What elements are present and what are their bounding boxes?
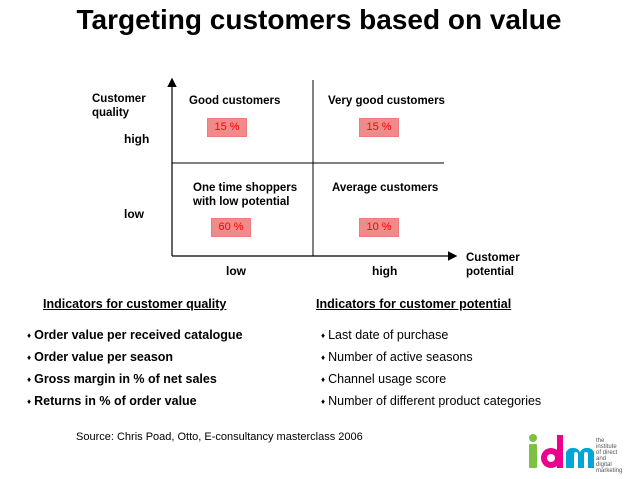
diamond-bullet-icon: ♦: [27, 375, 32, 384]
x-tick-high: high: [372, 264, 398, 278]
quadrant-good-customers: Good customers: [189, 95, 281, 107]
diamond-bullet-icon: ♦: [321, 331, 326, 340]
source-citation: Source: Chris Poad, Otto, E-consultancy …: [76, 431, 363, 443]
idm-logo-tagline: the institute of direct and digital mark…: [596, 438, 623, 474]
potential-indicator-item: ♦ Last date of purchase: [321, 328, 449, 342]
potential-indicator-item: ♦ Number of active seasons: [321, 350, 473, 364]
quadrant-very-good-customers: Very good customers: [328, 95, 445, 107]
quadrant-average-customers: Average customers: [332, 182, 439, 194]
diamond-bullet-icon: ♦: [321, 353, 326, 362]
page-title: Targeting customers based on value: [76, 4, 562, 35]
quadrant-average-customers-pct: 10 %: [359, 218, 399, 237]
quality-indicator-item: ♦ Order value per season: [27, 350, 174, 364]
y-tick-low: low: [124, 207, 144, 221]
diamond-bullet-icon: ♦: [27, 353, 32, 362]
quadrant-one-time-shoppers: One time shoppers with low potential: [193, 182, 298, 208]
diamond-bullet-icon: ♦: [27, 397, 32, 406]
quality-indicators-heading: Indicators for customer quality: [43, 297, 227, 311]
y-tick-high: high: [124, 132, 150, 146]
idm-logo: the institute of direct and digital mark…: [526, 432, 622, 477]
x-tick-low: low: [226, 264, 246, 278]
quality-indicator-item: ♦ Order value per received catalogue: [27, 328, 243, 342]
x-axis-label: Customer potential: [466, 252, 520, 278]
diamond-bullet-icon: ♦: [321, 397, 326, 406]
potential-indicators-heading: Indicators for customer potential: [316, 297, 512, 311]
potential-indicator-item: ♦ Number of different product categories: [321, 394, 542, 408]
quadrant-very-good-customers-pct: 15 %: [359, 118, 399, 137]
potential-indicators-list: ♦ Last date of purchase ♦ Number of active…: [321, 327, 541, 415]
quadrant-one-time-shoppers-pct: 60 %: [211, 218, 251, 237]
diamond-bullet-icon: ♦: [321, 375, 326, 384]
idm-logo-mark: [529, 434, 594, 468]
quadrant-good-customers-pct: 15 %: [207, 118, 247, 137]
quality-indicator-item: ♦ Gross margin in % of net sales: [27, 372, 217, 386]
y-axis-label: Customer quality: [92, 93, 146, 119]
quality-indicator-item: ♦ Returns in % of order value: [27, 394, 197, 408]
potential-indicator-item: ♦ Channel usage score: [321, 372, 447, 386]
diamond-bullet-icon: ♦: [27, 331, 32, 340]
quality-indicators-list: ♦ Order value per received catalogue ♦ Ord…: [27, 327, 243, 415]
